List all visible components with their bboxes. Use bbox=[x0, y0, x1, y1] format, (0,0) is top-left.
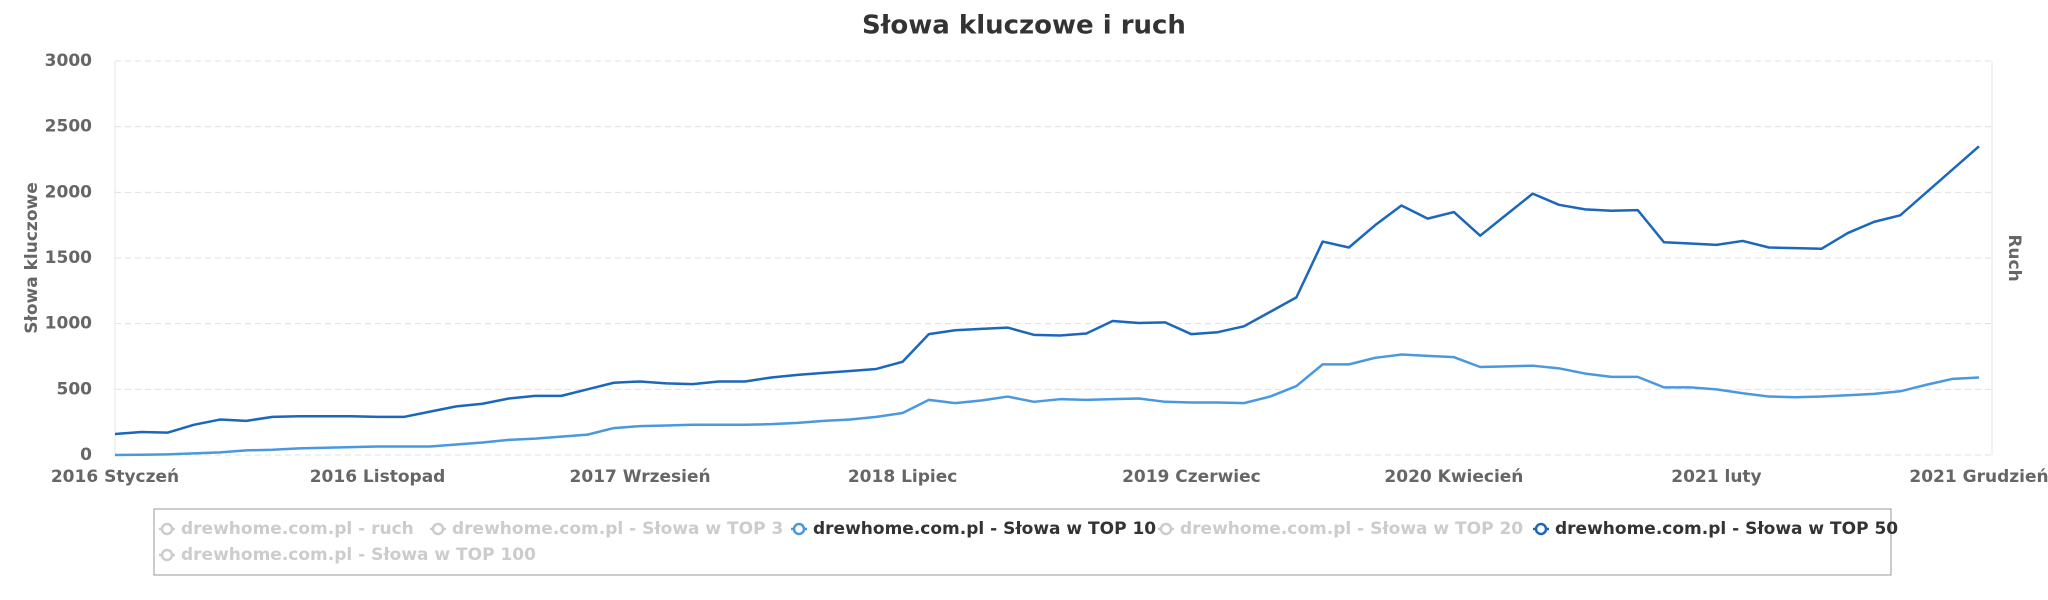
series-line bbox=[114, 145, 1980, 436]
y-tick-label: 1500 bbox=[45, 248, 92, 268]
x-tick-label: 2017 Wrzesień bbox=[570, 467, 711, 487]
legend-box bbox=[153, 508, 1892, 576]
legend-item[interactable]: drewhome.com.pl - Słowa w TOP 100 bbox=[181, 545, 536, 565]
y-tick-label: 500 bbox=[57, 379, 93, 399]
legend-item[interactable]: drewhome.com.pl - Słowa w TOP 50 bbox=[1555, 519, 1898, 539]
series-line bbox=[114, 353, 1980, 457]
y-tick-label: 2500 bbox=[45, 117, 92, 137]
legend-item[interactable]: drewhome.com.pl - Słowa w TOP 3 bbox=[452, 519, 783, 539]
y-tick-label: 2000 bbox=[45, 182, 92, 202]
legend-item[interactable]: drewhome.com.pl - ruch bbox=[181, 519, 414, 539]
legend-symbol bbox=[431, 522, 445, 536]
legend-item[interactable]: drewhome.com.pl - Słowa w TOP 20 bbox=[1180, 519, 1523, 539]
x-tick-label: 2016 Styczeń bbox=[51, 467, 179, 487]
x-tick-label: 2021 Grudzień bbox=[1909, 467, 2048, 487]
legend-symbol bbox=[1159, 522, 1173, 536]
y-tick-label: 0 bbox=[80, 445, 92, 465]
x-tick-label: 2019 Czerwiec bbox=[1122, 467, 1261, 487]
chart-title: Słowa kluczowe i ruch bbox=[862, 11, 1186, 41]
y-tick-label: 3000 bbox=[45, 51, 92, 71]
x-tick-label: 2020 Kwiecień bbox=[1384, 467, 1523, 487]
legend-symbol bbox=[792, 522, 806, 536]
legend-symbol bbox=[1534, 522, 1548, 536]
x-tick-label: 2018 Lipiec bbox=[848, 467, 958, 487]
legend-symbol bbox=[160, 522, 174, 536]
x-tick-label: 2021 luty bbox=[1671, 467, 1761, 487]
x-tick-label: 2016 Listopad bbox=[310, 467, 446, 487]
legend-symbol bbox=[160, 548, 174, 562]
y-tick-label: 1000 bbox=[45, 314, 92, 334]
legend-item[interactable]: drewhome.com.pl - Słowa w TOP 10 bbox=[813, 519, 1156, 539]
y-axis-title: Słowa kluczowe bbox=[22, 182, 42, 333]
y2-axis-title: Ruch bbox=[2004, 234, 2024, 281]
